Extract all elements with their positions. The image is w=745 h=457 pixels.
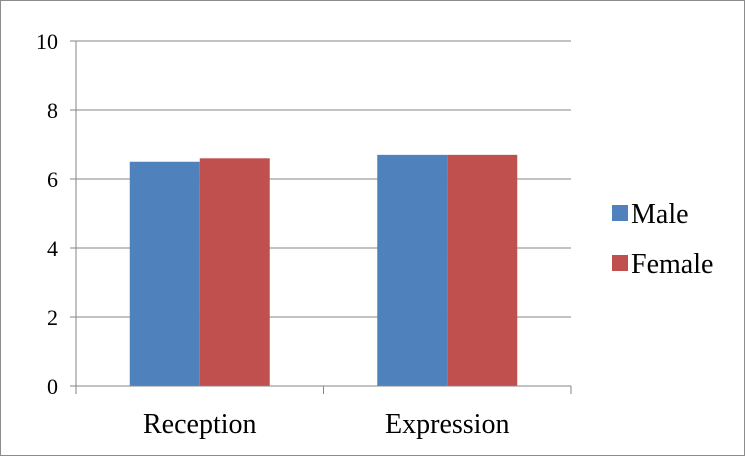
y-tick-label: 10 — [36, 29, 58, 54]
y-tick-label: 2 — [47, 305, 58, 330]
legend-label-female: Female — [631, 249, 713, 280]
legend: Male Female — [612, 199, 713, 280]
bar-female-reception — [199, 158, 270, 386]
y-tick-label: 0 — [47, 374, 58, 399]
y-tick-label: 6 — [47, 167, 58, 192]
x-category-label: Reception — [143, 409, 257, 440]
x-category-label: Expression — [385, 409, 509, 440]
bars — [129, 154, 518, 386]
bar-male-reception — [129, 161, 200, 386]
y-tick-label: 8 — [47, 98, 58, 123]
bar-female-expression — [447, 154, 518, 386]
legend-swatch-female — [612, 255, 628, 271]
axes: 0 2 4 6 8 10 Reception Expression — [36, 29, 572, 440]
bar-male-expression — [377, 154, 448, 386]
legend-label-male: Male — [631, 199, 689, 230]
legend-swatch-male — [612, 205, 628, 221]
y-tick-label: 4 — [47, 236, 58, 261]
